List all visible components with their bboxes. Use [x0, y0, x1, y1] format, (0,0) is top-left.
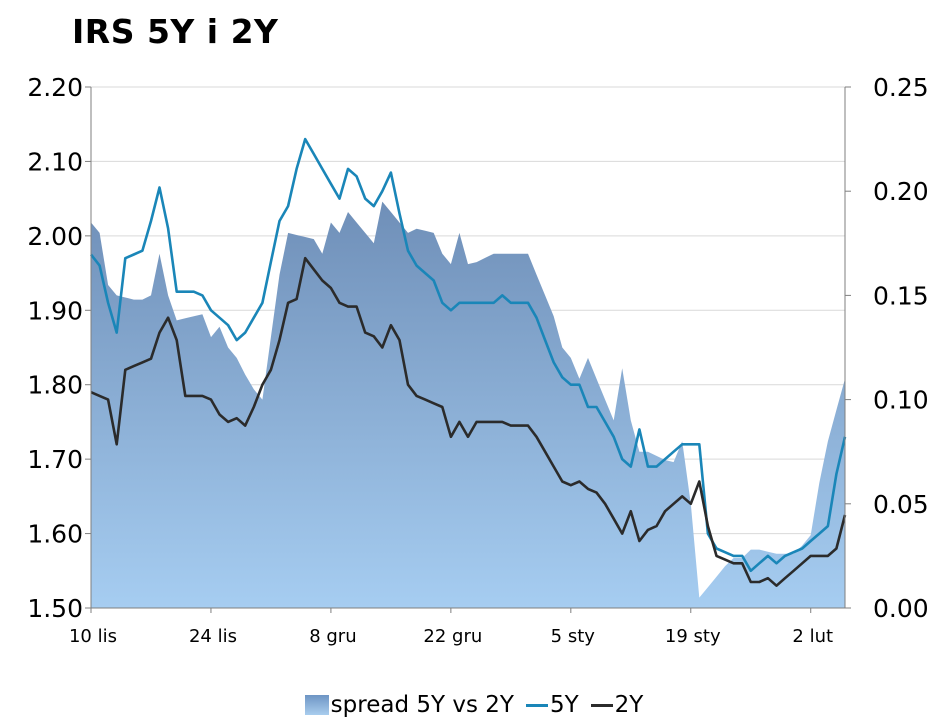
y-left-tick-label: 2.00	[27, 222, 83, 251]
x-tick-label: 8 gru	[309, 626, 356, 647]
y-left-tick-label: 1.80	[27, 371, 83, 400]
series-2y-line	[90, 256, 847, 588]
legend-item-2y: 2Y	[590, 692, 644, 718]
y-left-tick-label: 2.20	[27, 73, 83, 102]
y-right-tick-label: 0.25	[873, 73, 929, 102]
series-lines-layer	[89, 137, 847, 588]
series-5y-line	[89, 137, 847, 573]
x-tick-label: 10 lis	[69, 626, 117, 647]
y-left-tick-label: 1.70	[27, 445, 83, 474]
tick-labels: 1.50 1.60 1.70 1.80 1.90 2.00 2.10 2.20 0.00 0.05…	[27, 73, 928, 647]
spread-area-layer	[91, 201, 845, 608]
x-tick-label: 24 lis	[189, 626, 237, 647]
legend-label-spread: spread 5Y vs 2Y	[330, 692, 514, 718]
legend-label-2y: 2Y	[614, 692, 644, 718]
y-right-tick-label: 0.20	[873, 177, 929, 206]
chart-title: IRS 5Y i 2Y	[72, 12, 279, 51]
legend-item-spread: spread 5Y vs 2Y	[304, 692, 514, 718]
y-left-tick-label: 1.60	[27, 520, 83, 549]
y-right-tick-label: 0.15	[873, 281, 929, 310]
legend: spread 5Y vs 2Y 5Y 2Y	[0, 688, 948, 722]
y-left-tick-label: 2.10	[27, 147, 83, 176]
x-tick-label: 22 gru	[423, 626, 482, 647]
legend-swatch-spread	[304, 695, 329, 715]
y-right-tick-label: 0.00	[873, 594, 929, 623]
y-right-tick-label: 0.05	[873, 490, 929, 519]
y-right-tick-label: 0.10	[873, 386, 929, 415]
legend-item-5y: 5Y	[525, 692, 579, 718]
legend-swatch-2y	[590, 703, 613, 707]
y-left-tick-label: 1.90	[27, 296, 83, 325]
axes	[85, 86, 851, 613]
x-tick-label: 2 lut	[792, 626, 833, 647]
y-left-tick-label: 1.50	[27, 594, 83, 623]
x-tick-label: 5 sty	[551, 626, 596, 647]
series-spread-area	[91, 201, 845, 608]
x-tick-label: 19 sty	[665, 626, 721, 647]
legend-label-5y: 5Y	[549, 692, 579, 718]
legend-swatch-5y	[525, 703, 548, 707]
